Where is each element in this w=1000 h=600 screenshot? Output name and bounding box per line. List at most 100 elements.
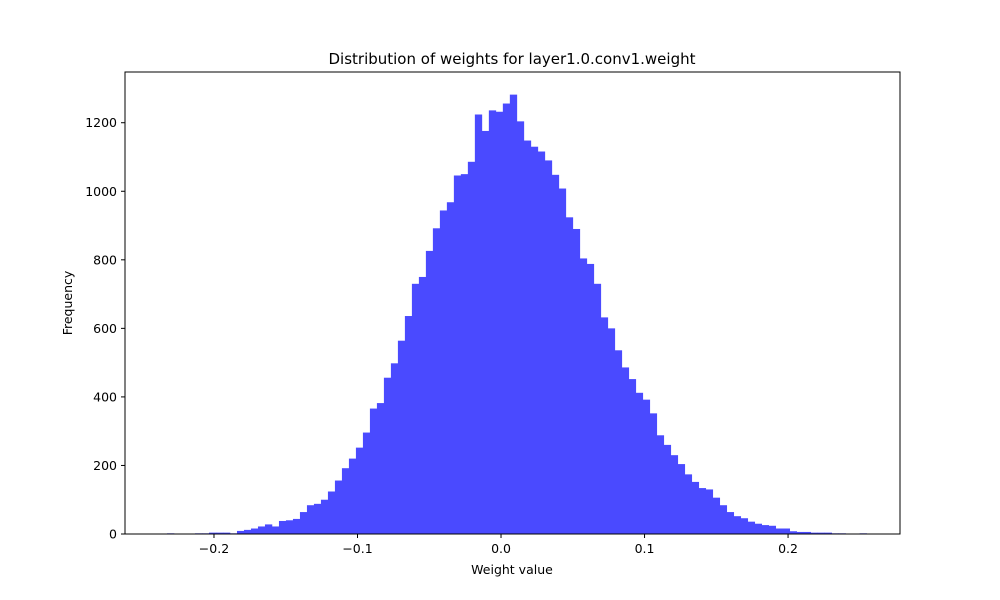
- histogram-bar: [320, 499, 329, 534]
- histogram-bar: [817, 532, 825, 534]
- y-tick-label: 600: [93, 321, 117, 336]
- histogram-bar: [733, 516, 742, 534]
- histogram-bar: [222, 532, 231, 534]
- histogram-bar: [747, 521, 756, 534]
- histogram-bar: [628, 379, 637, 534]
- histogram-bar: [306, 505, 315, 534]
- histogram-bar: [761, 525, 770, 534]
- histogram-bar: [586, 263, 595, 534]
- histogram-bar: [796, 531, 804, 534]
- histogram-bar: [775, 528, 784, 534]
- histogram-bar: [348, 458, 357, 534]
- histogram-bar: [607, 328, 616, 534]
- y-tick-label: 800: [93, 252, 117, 267]
- histogram-bar: [257, 526, 266, 534]
- histogram-bar: [334, 480, 343, 534]
- histogram-bar: [691, 481, 700, 534]
- histogram-bar: [719, 505, 728, 534]
- histogram-bar: [313, 503, 322, 534]
- histogram-bar: [824, 532, 832, 534]
- histogram-bar: [488, 110, 497, 535]
- histogram-bar: [649, 413, 658, 534]
- histogram-bar: [614, 350, 623, 534]
- histogram-bar: [208, 532, 217, 534]
- x-tick-label: 0.0: [491, 541, 511, 556]
- y-tick-label: 400: [93, 389, 117, 404]
- histogram-bar: [621, 367, 630, 534]
- histogram-bar: [572, 228, 581, 534]
- histogram-bar: [530, 146, 539, 534]
- histogram-bar: [215, 532, 224, 534]
- x-axis-ticks: −0.2 −0.1 0.0 0.1 0.2: [199, 534, 798, 556]
- histogram-bar: [264, 524, 273, 534]
- histogram-bar: [600, 317, 609, 534]
- histogram-bar: [740, 518, 749, 534]
- histogram-bar: [418, 276, 427, 534]
- plot-frame: [124, 71, 901, 535]
- y-axis-label: Frequency: [60, 270, 75, 335]
- histogram-bar: [236, 530, 245, 534]
- y-tick-label: 1000: [85, 184, 117, 199]
- x-tick-label: −0.2: [199, 541, 229, 556]
- y-tick-label: 200: [93, 458, 117, 473]
- histogram-bar: [278, 520, 287, 534]
- histogram-bar: [502, 103, 511, 534]
- histogram-bar: [754, 523, 763, 534]
- histogram-bar: [698, 488, 707, 534]
- histogram-bar: [404, 316, 413, 534]
- histogram-bar: [481, 130, 490, 534]
- histogram-bar: [460, 174, 469, 534]
- histogram-bar: [810, 532, 818, 534]
- histogram-bar: [327, 491, 336, 534]
- histogram-bar: [516, 121, 525, 534]
- histogram-bar: [551, 174, 560, 535]
- chart-title: Distribution of weights for layer1.0.con…: [328, 50, 695, 68]
- histogram-bar: [285, 520, 294, 534]
- histogram-bar: [726, 512, 735, 534]
- histogram-bar: [593, 283, 602, 534]
- histogram-bar: [495, 111, 504, 534]
- histogram-bar: [467, 161, 476, 534]
- x-tick-label: 0.2: [778, 541, 798, 556]
- histogram-bar: [579, 258, 588, 534]
- histogram-bar: [509, 94, 518, 534]
- histogram-bar: [537, 151, 546, 534]
- histogram-bar: [355, 447, 364, 534]
- histogram-bar: [446, 202, 455, 534]
- histogram-bar: [432, 228, 441, 535]
- histogram-bar: [376, 403, 385, 534]
- histogram-bar: [635, 392, 644, 534]
- histogram-bar: [383, 377, 392, 534]
- histogram-bar: [712, 497, 721, 534]
- histogram-bar: [684, 474, 693, 534]
- histogram-bar: [250, 528, 259, 534]
- histogram-bar: [341, 468, 350, 534]
- y-tick-label: 0: [109, 527, 117, 542]
- histogram-bar: [705, 489, 714, 534]
- histogram-bar: [544, 160, 553, 535]
- x-axis-label: Weight value: [471, 562, 553, 577]
- histogram-bar: [768, 525, 777, 534]
- y-axis-ticks: 0 200 400 600 800 1000 1200: [85, 115, 125, 542]
- histogram-bars: [167, 94, 867, 535]
- histogram-bar: [397, 340, 406, 534]
- y-tick-label: 1200: [85, 115, 117, 130]
- histogram-bar: [789, 531, 798, 534]
- histogram-bar: [656, 435, 665, 534]
- histogram-bar: [439, 210, 448, 535]
- histogram-bar: [292, 518, 301, 534]
- histogram-bar: [782, 528, 791, 534]
- x-tick-label: 0.1: [635, 541, 655, 556]
- histogram-bar: [453, 175, 462, 534]
- histogram-bar: [390, 363, 399, 534]
- histogram-bar: [474, 114, 483, 534]
- histogram-bar: [411, 283, 420, 534]
- histogram-bar: [803, 531, 811, 534]
- histogram-bar: [558, 188, 567, 534]
- histogram-bar: [299, 512, 308, 534]
- x-tick-label: −0.1: [342, 541, 372, 556]
- histogram-bar: [663, 444, 672, 534]
- histogram-bar: [677, 464, 686, 534]
- histogram-bar: [369, 408, 378, 534]
